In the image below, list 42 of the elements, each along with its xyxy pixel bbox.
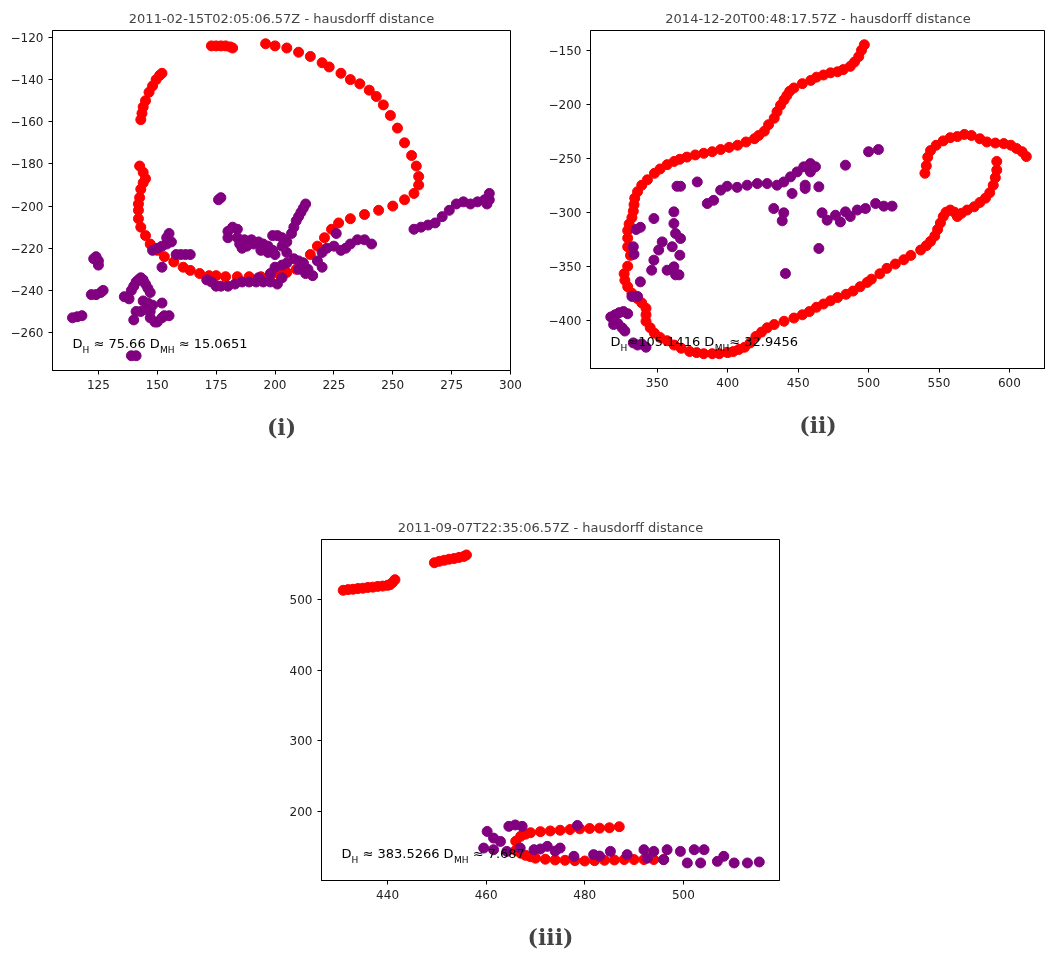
y-tick-label: −240 [10, 283, 44, 298]
x-tick-label: 250 [381, 377, 405, 392]
x-tick-label: 500 [671, 887, 695, 902]
x-tick-label: 500 [857, 375, 881, 390]
x-tick-label: 600 [997, 375, 1021, 390]
y-tick-label: −350 [548, 259, 582, 274]
chart-title: 2014-12-20T00:48:17.57Z - hausdorff distance [665, 10, 971, 26]
y-tick-label: −180 [10, 157, 44, 172]
x-tick-label: 150 [145, 377, 169, 392]
y-tick-label: −200 [548, 97, 582, 112]
chart-title: 2011-09-07T22:35:06.57Z - hausdorff distance [397, 519, 704, 535]
y-tick-label: 500 [289, 593, 313, 607]
x-tick-label: 460 [474, 887, 498, 902]
y-tick-label: −120 [10, 30, 44, 45]
text: (iii) [527, 923, 574, 950]
y-tick-label: −160 [10, 115, 44, 130]
y-tick-label: −150 [548, 43, 582, 58]
x-tick-label: 200 [263, 377, 287, 392]
x-tick-label: 275 [440, 377, 464, 392]
y-tick-label: 300 [289, 734, 313, 749]
text: (i) [266, 413, 297, 440]
x-tick-label: 450 [786, 375, 810, 390]
text: (ii) [799, 411, 837, 438]
y-tick-label: −200 [10, 199, 44, 214]
y-tick-label: −400 [548, 313, 582, 328]
y-tick-label: −220 [10, 241, 44, 256]
x-tick-label: 225 [322, 377, 346, 392]
x-tick-label: 440 [376, 887, 400, 902]
y-tick-label: 400 [289, 663, 313, 678]
x-tick-label: 350 [645, 375, 669, 390]
x-tick-label: 400 [716, 375, 740, 390]
y-tick-label: −140 [10, 73, 44, 88]
y-tick-label: −260 [10, 326, 44, 341]
x-tick-label: 125 [86, 377, 110, 392]
x-tick-label: 175 [204, 377, 228, 392]
y-tick-label: −250 [548, 151, 582, 166]
x-tick-label: 550 [927, 375, 951, 390]
x-tick-label: 300 [499, 377, 522, 392]
y-tick-label: 200 [289, 805, 313, 820]
chart-title: 2011-02-15T02:05:06.57Z - hausdorff distance [128, 10, 435, 26]
y-tick-label: −300 [548, 205, 582, 220]
x-tick-label: 480 [573, 887, 597, 902]
